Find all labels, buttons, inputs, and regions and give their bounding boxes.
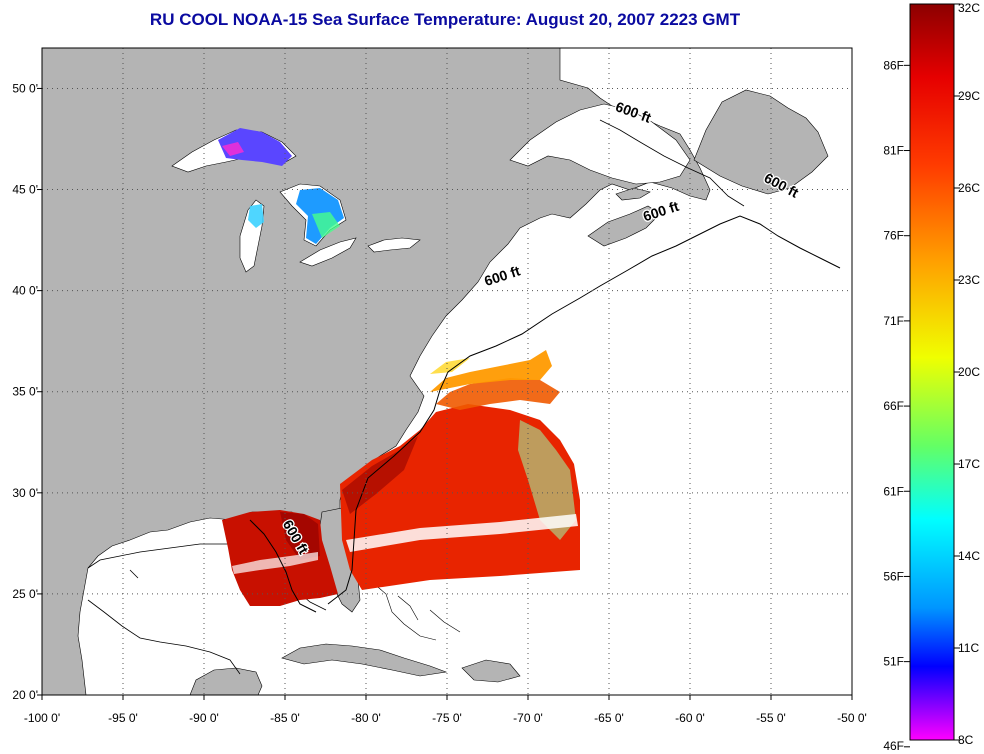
lon-tick-label: -55 0' [756,711,786,725]
colorbar-f-label: 61F [883,484,904,498]
lat-tick-label: 45 0' [12,183,38,197]
latitude-ticks: 20 0' 25 0' 30 0' 35 0' 40 0' 45 0' 50 0' [12,81,42,702]
lat-tick-label: 25 0' [12,587,38,601]
isobath-600ft [327,215,841,605]
sst-swath-gulf [222,510,338,606]
colorbar-fahrenheit-labels: 86F 81F 76F 71F 66F 61F 56F 51F 46F [883,58,910,753]
lat-tick-label: 40 0' [12,284,38,298]
lat-tick-label: 30 0' [12,486,38,500]
colorbar-c-label: 14C [958,549,980,563]
lake-erie [299,237,357,267]
lon-tick-label: -100 0' [24,711,60,725]
lon-tick-label: -80 0' [351,711,381,725]
sst-great-lakes [218,128,344,244]
colorbar-f-label: 76F [883,229,904,243]
colorbar-c-label: 8C [958,733,974,747]
lon-tick-label: -85 0' [270,711,300,725]
lon-tick-label: -50 0' [837,711,867,725]
isobath-600ft-gulf [249,519,317,613]
colorbar-f-label: 46F [883,739,904,753]
colorbar-f-label: 51F [883,655,904,669]
colorbar-c-label: 23C [958,273,980,287]
lake-ontario [367,237,421,253]
page-title: RU COOL NOAA-15 Sea Surface Temperature:… [149,10,741,29]
lon-tick-label: -70 0' [513,711,543,725]
land-newfoundland [693,89,829,195]
colorbar-f-label: 81F [883,144,904,158]
isobath-600ft-north [599,119,745,207]
land-hispaniola [461,659,521,683]
land-cuba [281,643,448,677]
lat-tick-label: 50 0' [12,81,38,95]
colorbar-c-label: 20C [958,365,980,379]
colorbar-f-label: 56F [883,569,904,583]
colorbar-f-label: 86F [883,58,904,72]
colorbar-gradient [909,3,955,741]
land-north-america [42,48,711,695]
longitude-ticks: -100 0' -95 0' -90 0' -85 0' -80 0' -75 0' -70… [24,695,867,725]
bahamas-banks [371,581,461,641]
colorbar-c-label: 29C [958,89,980,103]
land-yucatan [189,667,263,695]
colorbar-celsius-labels: 32C 29C 26C 23C 20C 17C 14C 11C 8C [954,1,980,747]
gulf-st-lawrence [509,103,691,185]
graticule [42,48,852,695]
colorbar-c-label: 26C [958,181,980,195]
lon-tick-label: -95 0' [108,711,138,725]
lon-tick-label: -90 0' [189,711,219,725]
lat-tick-label: 20 0' [12,688,38,702]
land-pei [615,187,651,201]
lon-tick-label: -60 0' [675,711,705,725]
colorbar-f-label: 71F [883,314,904,328]
lon-tick-label: -65 0' [594,711,624,725]
lon-tick-label: -75 0' [432,711,462,725]
colorbar-c-label: 17C [958,457,980,471]
lat-tick-label: 35 0' [12,385,38,399]
colorbar-c-label: 11C [958,641,979,655]
colorbar-c-label: 32C [958,1,980,15]
land-nova-scotia [587,205,661,247]
colorbar-f-label: 66F [883,399,904,413]
colorbar: 32C 29C 26C 23C 20C 17C 14C 11C 8C 86F 81F 76F 71F 6… [883,1,980,753]
